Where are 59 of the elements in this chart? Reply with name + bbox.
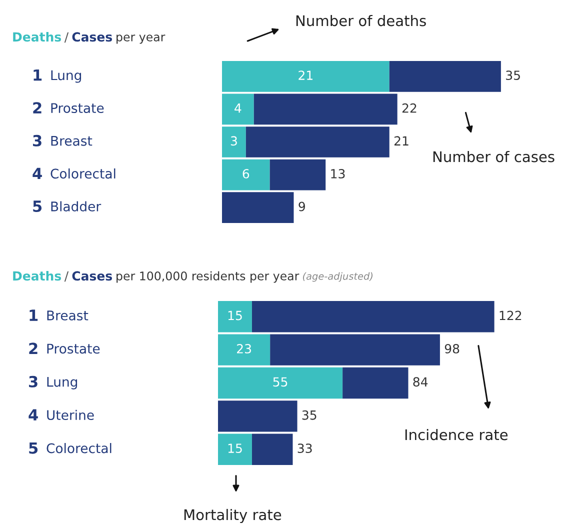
total-label: 98 <box>444 344 460 354</box>
data-label: 6 <box>242 168 250 178</box>
data-label: 21 <box>298 70 312 80</box>
total-label: 35 <box>506 70 520 80</box>
total-label: 9 <box>298 202 305 212</box>
text: Cases <box>72 271 112 281</box>
total-label: 33 <box>298 444 312 454</box>
legend-title: / <box>64 32 69 43</box>
total-label: 122 <box>500 310 522 320</box>
bar <box>252 300 494 332</box>
bar <box>222 94 254 125</box>
bar <box>254 94 398 125</box>
data-label: 15 <box>228 310 242 320</box>
text: Number of deaths <box>296 14 426 26</box>
bar <box>218 300 252 332</box>
text: Mortality rate <box>184 508 282 524</box>
bar <box>342 367 408 399</box>
chart-subtitle: (age-adjusted) <box>303 272 372 282</box>
annotation: Incidence rate <box>405 428 508 440</box>
bar <box>270 159 326 190</box>
y-tick-label: 2 Prostate <box>33 102 104 114</box>
annotation: Number of cases <box>433 150 554 162</box>
bar <box>218 400 298 432</box>
y-tick-label: 3 Lung <box>29 376 78 390</box>
data-label: 4 <box>234 104 242 113</box>
y-tick-label: 5 Bladder <box>33 200 102 212</box>
bar <box>389 60 501 92</box>
bar <box>252 434 293 466</box>
y-tick-label: 4 Uterine <box>28 409 94 420</box>
bar <box>270 334 440 366</box>
bar <box>222 126 246 158</box>
bar <box>218 434 252 466</box>
bar <box>246 126 390 158</box>
text: Cases <box>72 32 112 42</box>
bar <box>218 367 343 399</box>
y-tick-label: 1 Lung <box>34 69 82 83</box>
legend-title: / <box>64 271 69 282</box>
data-label: 55 <box>273 377 288 387</box>
data-label: 3 <box>230 136 237 146</box>
total-label: 13 <box>331 168 345 178</box>
data-label: 23 <box>237 344 251 354</box>
bar <box>222 60 390 92</box>
total-label: 21 <box>394 136 408 146</box>
chart-title: per year <box>116 34 166 44</box>
bar <box>222 159 270 190</box>
text: Deaths <box>13 270 62 281</box>
bar <box>222 192 294 224</box>
y-tick-label: 1 Breast <box>30 310 88 321</box>
total-label: 84 <box>413 377 428 387</box>
y-tick-label: 5 Colorectal <box>29 442 112 454</box>
text: Deaths <box>13 32 62 42</box>
total-label: 35 <box>302 410 316 420</box>
total-label: 22 <box>402 103 416 113</box>
data-label: 15 <box>228 444 242 454</box>
chart-title: per 100,000 residents per year <box>116 271 300 283</box>
y-tick-label: 4 Colorectal <box>32 168 116 180</box>
y-tick-label: 3 Breast <box>33 134 92 146</box>
y-tick-label: 2 Prostate <box>29 342 100 354</box>
bar <box>218 334 270 366</box>
